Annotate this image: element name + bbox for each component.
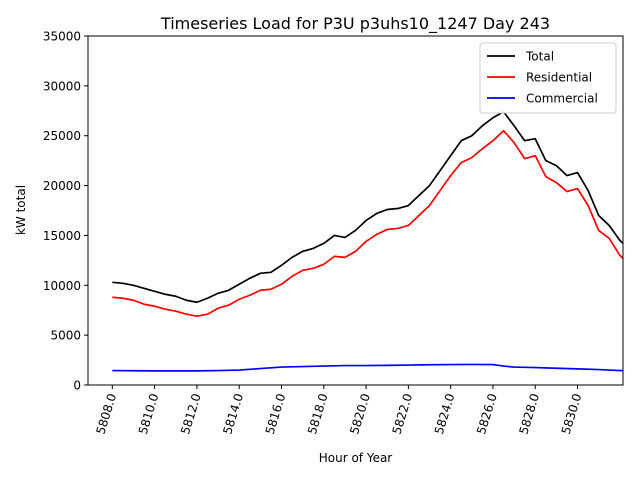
y-tick-label: 30000 (43, 79, 81, 93)
legend-label-residential: Residential (526, 71, 592, 85)
series-line-total (112, 110, 623, 304)
y-tick-label: 5000 (50, 329, 81, 343)
legend-label-total: Total (525, 50, 554, 64)
series-layer (112, 110, 623, 372)
y-tick-label: 20000 (43, 179, 81, 193)
y-tick-label: 15000 (43, 229, 81, 243)
series-line-commercial (112, 363, 623, 372)
x-axis-label: Hour of Year (319, 451, 393, 465)
y-axis-label: kW total (14, 185, 28, 235)
series-line-residential (112, 129, 623, 318)
legend-box (479, 42, 617, 114)
chart-title: Timeseries Load for P3U p3uhs10_1247 Day… (160, 14, 550, 34)
axes-frame (87, 35, 624, 386)
y-tick-label: 35000 (43, 30, 81, 44)
y-tick-label: 25000 (43, 129, 81, 143)
y-tick-label: 10000 (43, 279, 81, 293)
legend: Total Residential Commercial (479, 42, 617, 114)
legend-label-commercial: Commercial (526, 92, 598, 106)
y-tick-label: 0 (73, 379, 81, 393)
